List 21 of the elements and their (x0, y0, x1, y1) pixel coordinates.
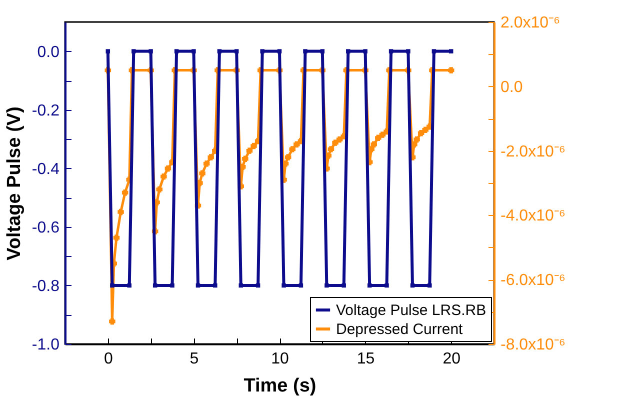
y-tick-label: 0.0 (37, 44, 60, 61)
y2-tick-label: 0.0 (500, 78, 523, 96)
x-tick-label: 10 (271, 350, 289, 368)
y-tick-label: -0.6 (32, 219, 60, 236)
y-tick-label: -1.0 (32, 336, 60, 354)
x-axis-title: Time (s) (244, 376, 316, 396)
y-axis-title: Voltage Pulse (V) (4, 106, 25, 260)
legend-label: Voltage Pulse LRS.RB (336, 302, 486, 319)
y2-tick-label: 2.0x10⁻⁶ (500, 14, 560, 32)
y-tick-label: -0.4 (32, 160, 60, 178)
y2-tick-label: -6.0x10⁻⁶ (500, 272, 566, 290)
x-tick-label: 0 (104, 350, 113, 368)
x-tick-label: 20 (442, 350, 461, 368)
y2-tick-label: -8.0x10⁻⁶ (500, 336, 566, 354)
y-tick-label: -0.8 (32, 278, 60, 295)
x-tick-label: 15 (356, 350, 375, 368)
y2-tick-label: -2.0x10⁻⁶ (500, 143, 566, 160)
x-tick-label: 5 (190, 350, 199, 368)
y-tick-label: -0.2 (32, 102, 60, 120)
legend-label: Depressed Current (336, 321, 464, 338)
y2-tick-label: -4.0x10⁻⁶ (500, 208, 566, 225)
